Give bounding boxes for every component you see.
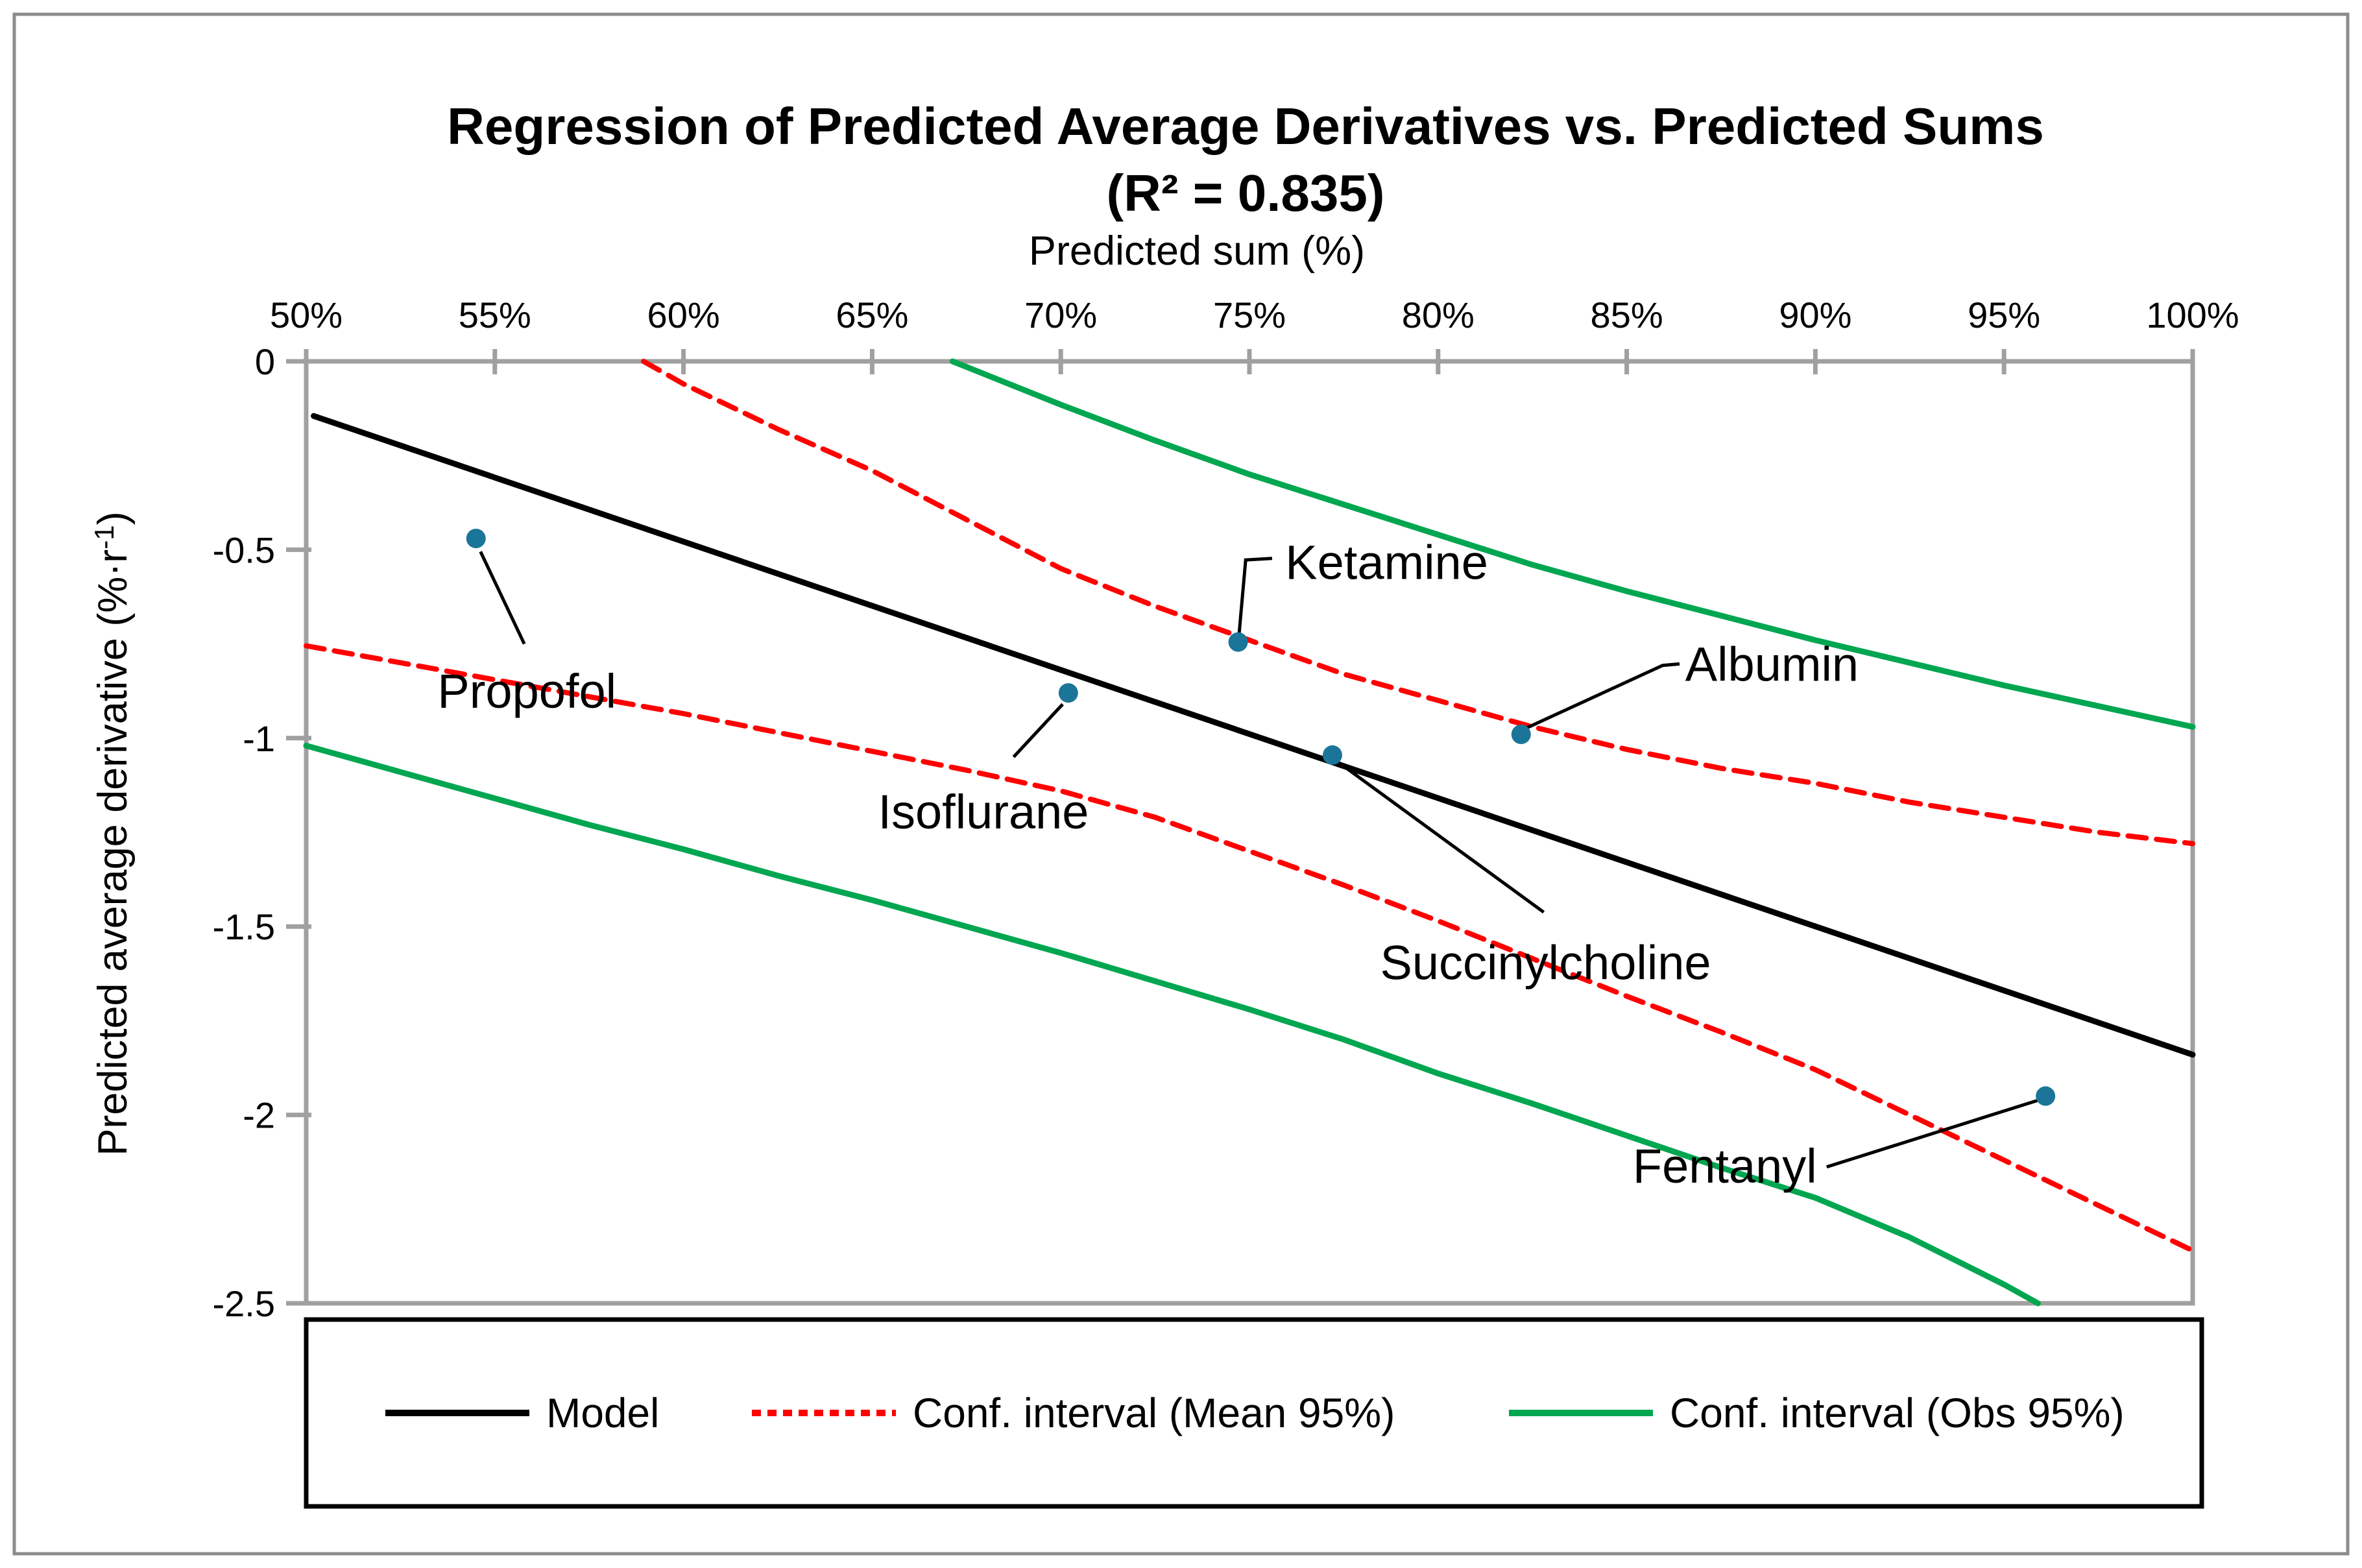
y-tick-label: -1 bbox=[243, 718, 275, 759]
data-point-propofol bbox=[466, 528, 486, 548]
x-tick-label: 90% bbox=[1779, 295, 1851, 335]
figure-border bbox=[12, 12, 2350, 1556]
x-tick-label: 85% bbox=[1591, 295, 1663, 335]
data-point-albumin bbox=[1511, 724, 1531, 744]
plot-axes: 50% 55% 60% 65% 70% 75% 80% 85% 90% 95% 100% 0 -0.5 -… bbox=[213, 295, 2239, 1324]
x-tick-label: 70% bbox=[1024, 295, 1097, 335]
data-point-fentanyl bbox=[2036, 1086, 2056, 1106]
leader-line-succinylcholine bbox=[1335, 759, 1545, 914]
series-conf-interval-mean-95-upper bbox=[641, 359, 2195, 847]
point-label-fentanyl: Fentanyl bbox=[1633, 1139, 1817, 1193]
x-axis-title: Predicted sum (%) bbox=[1029, 228, 1365, 274]
x-tick-label: 80% bbox=[1402, 295, 1475, 335]
x-tick-label: 75% bbox=[1213, 295, 1286, 335]
leader-line-albumin bbox=[1524, 662, 1680, 730]
data-point-succinylcholine bbox=[1322, 745, 1342, 765]
y-tick-label: -1.5 bbox=[213, 906, 276, 947]
data-series bbox=[303, 358, 2196, 1307]
data-point-ketamine bbox=[1228, 632, 1248, 652]
series-conf-interval-obs-95-upper bbox=[949, 358, 2196, 730]
legend-box bbox=[304, 1317, 2204, 1509]
y-tick-label: -2 bbox=[243, 1095, 275, 1136]
x-tick-label: 100% bbox=[2146, 295, 2239, 335]
point-label-succinylcholine: Succinylcholine bbox=[1380, 935, 1711, 989]
series-conf-interval-mean-95-lower bbox=[304, 643, 2195, 1253]
chart-title-line2: (R² = 0.835) bbox=[1106, 164, 1384, 222]
point-annotations: Propofol Isoflurane Ketamine Succinylcholin… bbox=[437, 536, 2043, 1193]
y-tick-label: -2.5 bbox=[213, 1283, 276, 1324]
data-points bbox=[466, 528, 2056, 1106]
y-axis-title: Predicted average derivative (%·r-1) bbox=[89, 511, 136, 1155]
y-tick-label: -0.5 bbox=[213, 529, 276, 570]
series-conf-interval-obs-95-lower bbox=[303, 742, 2041, 1307]
legend-label-3: Conf. interval (Obs 95%) bbox=[1670, 1390, 2125, 1436]
legend-label-1: Model bbox=[546, 1390, 659, 1436]
chart-title-line1: Regression of Predicted Average Derivati… bbox=[447, 97, 2044, 155]
point-label-ketamine: Ketamine bbox=[1285, 536, 1488, 590]
leader-line-isoflurane bbox=[1012, 703, 1064, 758]
x-tick-label: 95% bbox=[1968, 295, 2040, 335]
leader-line-propofol bbox=[479, 551, 526, 645]
series-model bbox=[311, 413, 2196, 1058]
leader-line-fentanyl bbox=[1826, 1097, 2043, 1169]
y-axis-title-group: Predicted average derivative (%·r-1) bbox=[89, 511, 136, 1155]
y-tick-label: 0 bbox=[255, 341, 275, 382]
data-point-isoflurane bbox=[1058, 683, 1078, 703]
x-tick-label: 50% bbox=[270, 295, 343, 335]
leader-line-ketamine bbox=[1237, 557, 1273, 637]
x-tick-label: 55% bbox=[459, 295, 531, 335]
x-tick-label: 60% bbox=[647, 295, 720, 335]
legend: Model Conf. interval (Mean 95%) Conf. inte… bbox=[304, 1317, 2204, 1509]
x-tick-label: 65% bbox=[836, 295, 908, 335]
legend-label-2: Conf. interval (Mean 95%) bbox=[913, 1390, 1395, 1436]
point-label-albumin: Albumin bbox=[1685, 637, 1859, 691]
point-label-propofol: Propofol bbox=[437, 664, 616, 718]
point-label-isoflurane: Isoflurane bbox=[878, 785, 1089, 839]
